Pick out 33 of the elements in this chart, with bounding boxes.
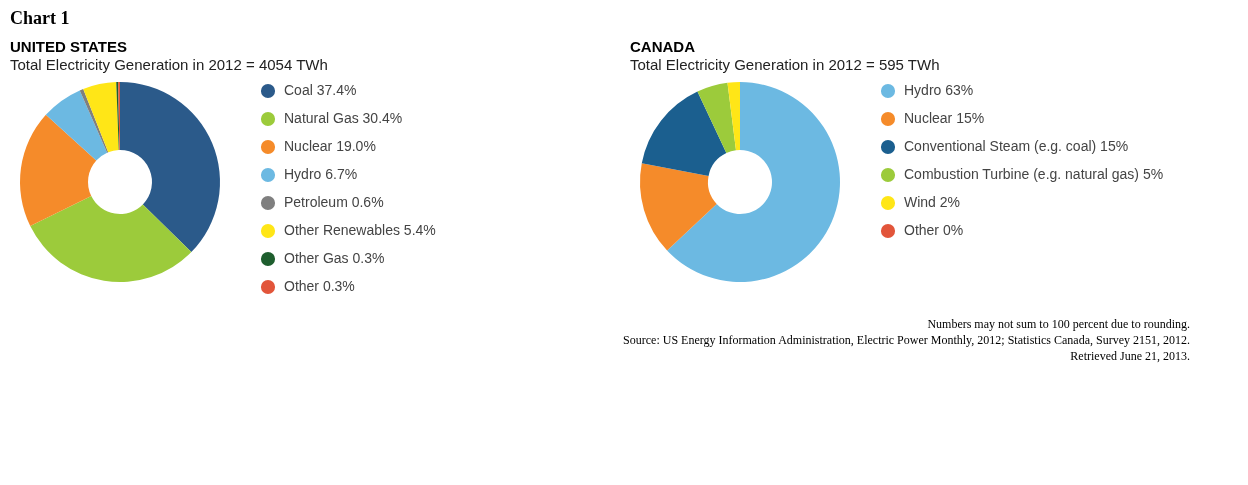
donut-slice (640, 163, 717, 251)
legend-label: Nuclear 19.0% (284, 138, 376, 154)
donut-slice (79, 89, 109, 153)
donut-slice (727, 82, 740, 151)
legend-label: Other 0% (904, 222, 964, 238)
text: Retrieved June 21, 2013. (1070, 349, 1190, 363)
chart-title: CANADA (630, 38, 696, 55)
donut-slice (641, 91, 727, 176)
chart-subtitle: Total Electricity Generation in 2012 = 595 TWh (630, 56, 940, 73)
text: Numbers may not sum to 100 percent due to rounding. (927, 317, 1190, 331)
caption: Chart 1 (10, 8, 70, 28)
chart-subtitle: Total Electricity Generation in 2012 = 4054 TWh (10, 56, 328, 73)
legend-label: Wind 2% (904, 194, 961, 210)
donut-slice (30, 196, 192, 282)
legend-label: Coal 37.4% (284, 82, 357, 98)
donut-slice (83, 82, 119, 153)
donut-slice (120, 82, 220, 253)
legend-label: Hydro 63% (904, 82, 974, 98)
legend-label: Natural Gas 30.4% (284, 110, 403, 126)
legend-label: Combustion Turbine (e.g. natural gas) 5% (904, 166, 1164, 182)
donut-slice (20, 114, 97, 227)
donut-slice (667, 82, 840, 282)
donut-slice (697, 82, 736, 154)
legend-label: Hydro 6.7% (284, 166, 358, 182)
legend-label: Conventional Steam (e.g. coal) 15% (904, 138, 1129, 154)
legend-label: Other 0.3% (284, 278, 355, 294)
chart-title: UNITED STATES (10, 38, 127, 55)
legend-label: Nuclear 15% (904, 110, 985, 126)
source-note: Source: US Energy Information Administration, Electric Power Monthly, 2012; Statistics Canada, Survey 2151, 2012. (623, 333, 1190, 347)
legend-label: Other Renewables 5.4% (284, 222, 436, 238)
legend-label: Other Gas 0.3% (284, 250, 385, 266)
donut-slice (45, 90, 108, 161)
legend-label: Petroleum 0.6% (284, 194, 384, 210)
